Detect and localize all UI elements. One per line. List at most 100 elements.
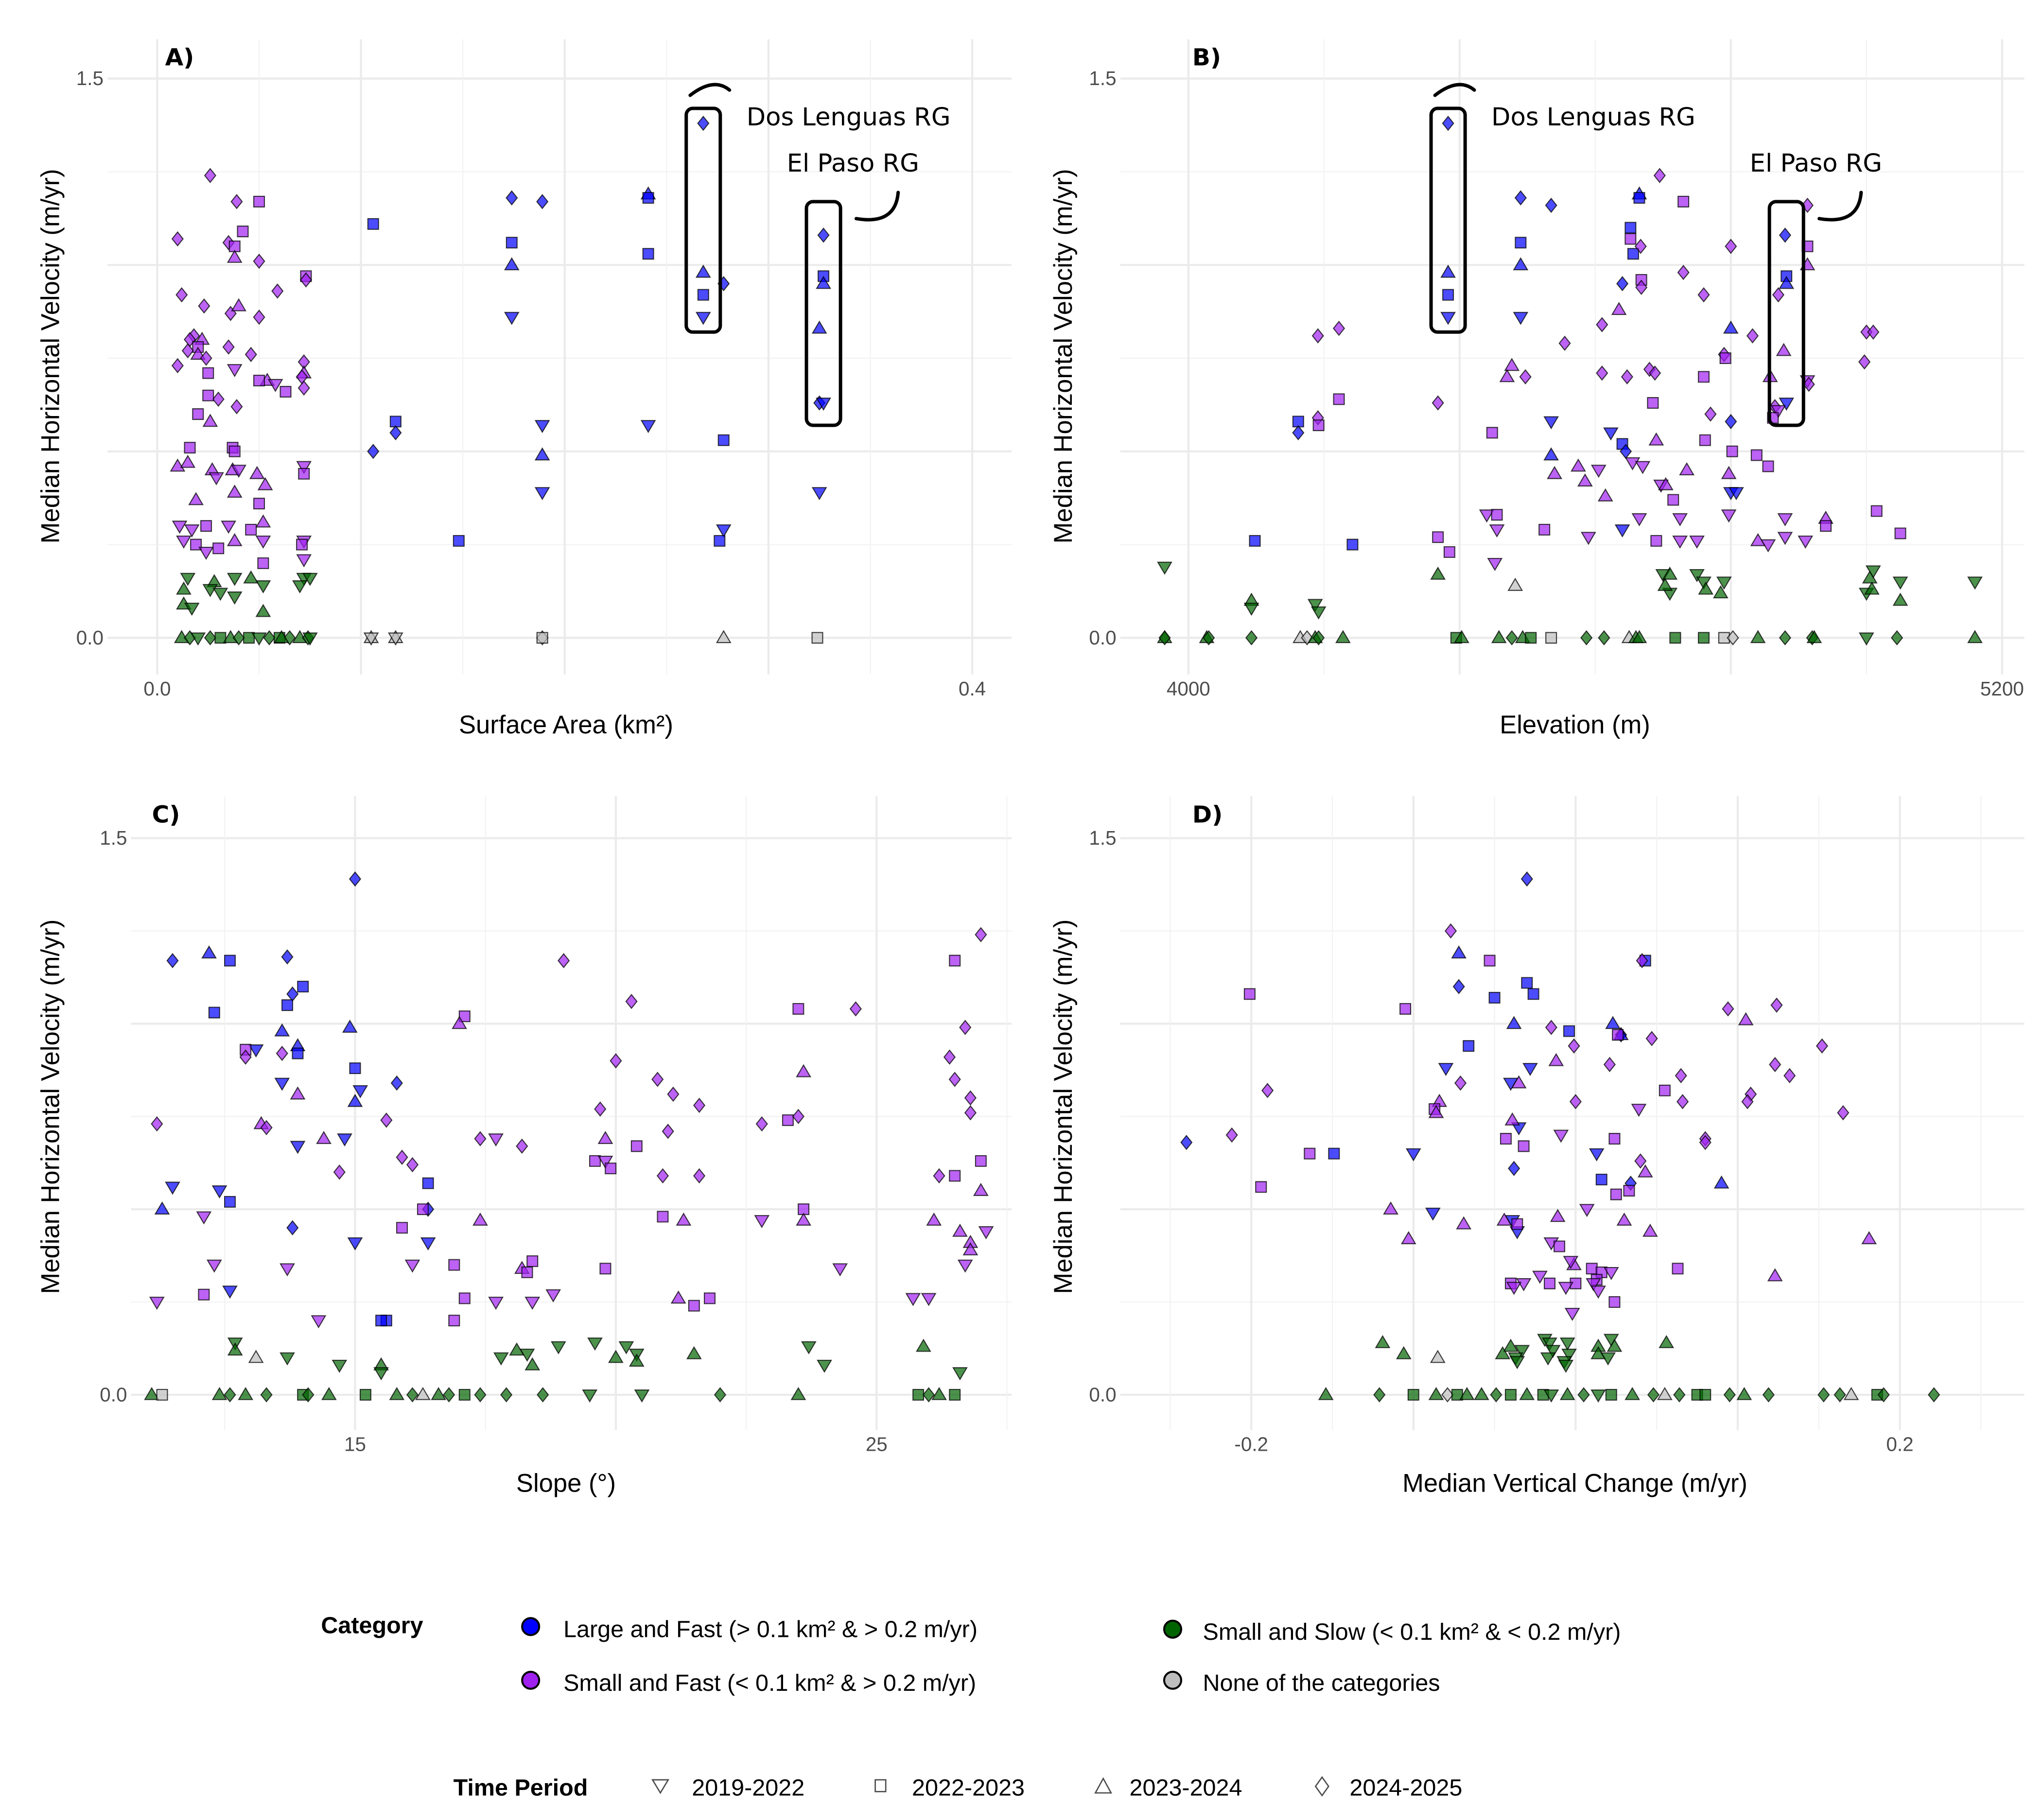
point-triangle-down bbox=[180, 573, 196, 586]
point-triangle-up bbox=[952, 1223, 968, 1237]
point-square bbox=[1486, 427, 1498, 439]
point-triangle-down bbox=[957, 1259, 973, 1273]
legend-label-small-slow: Small and Slow (< 0.1 km² & < 0.2 m/yr) bbox=[1203, 1619, 1621, 1645]
point-triangle-up bbox=[188, 492, 204, 505]
point-square bbox=[396, 1222, 408, 1234]
point-triangle-down bbox=[817, 1359, 832, 1373]
point-square bbox=[1432, 531, 1444, 543]
point-diamond bbox=[1514, 190, 1527, 206]
point-triangle-up bbox=[1506, 1016, 1522, 1029]
point-square bbox=[1894, 527, 1906, 539]
point-triangle-up bbox=[608, 1350, 624, 1363]
point-diamond bbox=[1621, 369, 1633, 385]
point-triangle-down bbox=[292, 580, 308, 594]
point-diamond bbox=[474, 1387, 487, 1403]
point-triangle-down bbox=[1672, 535, 1688, 549]
point-square bbox=[1667, 494, 1679, 506]
point-triangle-down bbox=[184, 603, 200, 616]
point-diamond bbox=[1558, 335, 1571, 351]
point-square bbox=[1820, 520, 1832, 532]
point-diamond bbox=[1490, 1387, 1502, 1403]
point-square bbox=[297, 981, 309, 993]
point-diamond bbox=[1645, 1031, 1658, 1046]
point-square bbox=[243, 632, 255, 644]
point-triangle-up bbox=[915, 1338, 931, 1352]
point-triangle-up bbox=[255, 604, 271, 617]
point-triangle-down bbox=[206, 1259, 222, 1273]
point-diamond bbox=[212, 391, 225, 407]
point-triangle-down bbox=[1553, 1129, 1569, 1143]
point-triangle-down bbox=[165, 1181, 180, 1195]
point-square bbox=[589, 1155, 601, 1167]
point-square bbox=[1595, 1174, 1607, 1186]
point-triangle-down bbox=[1511, 1122, 1527, 1136]
point-triangle-down bbox=[1440, 312, 1456, 325]
point-square bbox=[1699, 434, 1711, 446]
point-diamond bbox=[198, 298, 210, 314]
point-triangle-up bbox=[1548, 1053, 1564, 1066]
point-square bbox=[1399, 1003, 1412, 1015]
point-diamond bbox=[171, 358, 184, 374]
square-icon bbox=[874, 1779, 887, 1792]
point-diamond bbox=[1261, 1083, 1274, 1098]
panel-b-ticks: 4000 5200 0.0 1.5 bbox=[1089, 67, 2024, 700]
triangle-down-icon bbox=[651, 1779, 670, 1794]
point-triangle-down bbox=[1310, 606, 1327, 620]
point-triangle-down bbox=[1522, 1063, 1538, 1077]
point-triangle-down bbox=[420, 1237, 436, 1250]
point-triangle-up bbox=[1451, 945, 1467, 959]
point-triangle-up bbox=[1428, 1387, 1444, 1400]
point-square bbox=[198, 1288, 210, 1301]
point-triangle-down bbox=[640, 420, 656, 434]
legend-label-2023-2024: 2023-2024 bbox=[1130, 1774, 1242, 1801]
point-square bbox=[521, 1266, 533, 1278]
panel-a-label: A) bbox=[165, 44, 194, 71]
annotation-callout-curve bbox=[1817, 191, 1863, 222]
point-triangle-up bbox=[1507, 577, 1523, 591]
point-square bbox=[448, 1315, 460, 1327]
point-triangle-up bbox=[1605, 1016, 1621, 1029]
point-triangle-down bbox=[952, 1367, 968, 1381]
point-triangle-up bbox=[144, 1387, 159, 1400]
point-square bbox=[605, 1163, 617, 1175]
point-square bbox=[1521, 977, 1533, 989]
point-triangle-down bbox=[1580, 532, 1596, 545]
point-triangle-up bbox=[1335, 630, 1351, 643]
point-diamond bbox=[1890, 630, 1904, 646]
point-square bbox=[630, 1140, 643, 1152]
point-triangle-down bbox=[1590, 465, 1607, 478]
point-square bbox=[237, 226, 249, 238]
point-square bbox=[1625, 233, 1637, 245]
point-triangle-down bbox=[1760, 539, 1776, 553]
point-square bbox=[798, 1203, 810, 1216]
point-triangle-down bbox=[1243, 603, 1259, 616]
point-square bbox=[949, 1170, 961, 1182]
point-triangle-down bbox=[1603, 427, 1619, 441]
point-diamond bbox=[1779, 630, 1791, 646]
point-triangle-up bbox=[274, 1023, 290, 1037]
point-triangle-down bbox=[227, 364, 243, 378]
point-triangle-down bbox=[754, 1215, 770, 1229]
panel-d-ytick-label: 0.0 bbox=[1089, 1383, 1116, 1406]
point-diamond bbox=[302, 1387, 314, 1403]
point-triangle-up bbox=[534, 447, 550, 461]
point-square bbox=[1525, 632, 1537, 644]
point-triangle-up bbox=[790, 1387, 806, 1400]
point-diamond bbox=[1545, 1020, 1557, 1035]
point-square bbox=[200, 520, 212, 532]
point-diamond bbox=[367, 444, 380, 459]
point-square bbox=[1328, 1147, 1340, 1160]
point-triangle-down bbox=[1516, 1278, 1532, 1291]
point-triangle-up bbox=[629, 1354, 645, 1367]
legend-label-2019-2022: 2019-2022 bbox=[692, 1774, 804, 1801]
point-triangle-down bbox=[1558, 1359, 1574, 1373]
point-square bbox=[1292, 416, 1304, 428]
point-triangle-up bbox=[231, 298, 247, 312]
panel-a-ytick-label: 1.5 bbox=[76, 67, 104, 89]
point-diamond bbox=[1858, 354, 1871, 370]
point-triangle-up bbox=[686, 1346, 702, 1359]
point-triangle-down bbox=[1487, 558, 1503, 572]
annotation-box bbox=[684, 106, 722, 334]
panel-a-points bbox=[170, 115, 831, 646]
point-square bbox=[1543, 1277, 1556, 1289]
